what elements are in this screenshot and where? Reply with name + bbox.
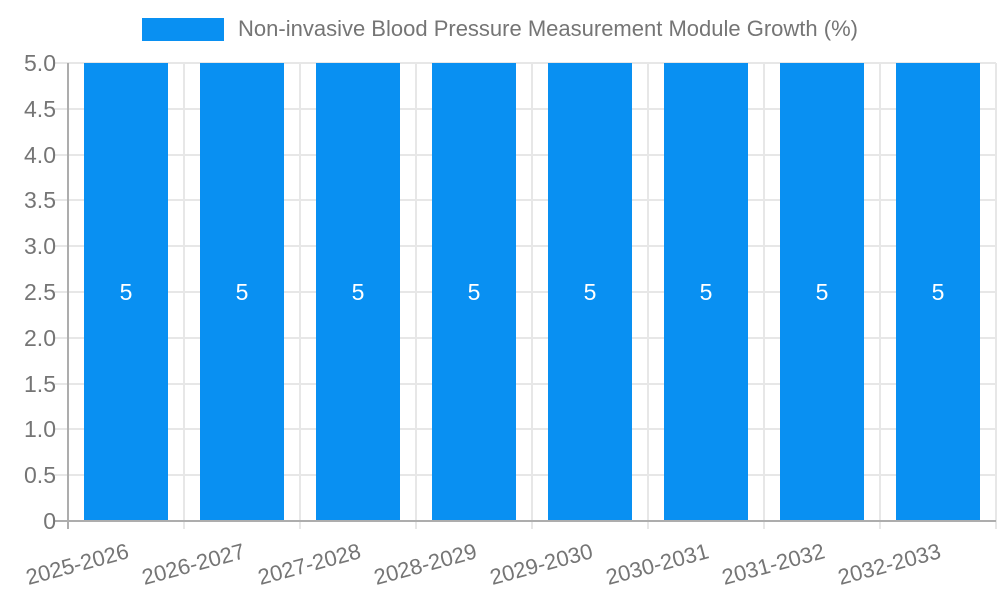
- bar[interactable]: [316, 63, 400, 521]
- gridline-horizontal: [54, 428, 996, 431]
- bar-value-label: 5: [931, 279, 945, 305]
- gridline-vertical: [299, 63, 301, 529]
- y-axis-tick-label: 2.0: [24, 324, 56, 351]
- gridline-horizontal: [54, 62, 996, 64]
- gridline-horizontal: [54, 107, 996, 110]
- y-axis-tick-label: 0.5: [24, 462, 56, 489]
- legend-label: Non-invasive Blood Pressure Measurement …: [238, 16, 858, 41]
- bar[interactable]: [548, 63, 632, 521]
- x-axis-tick-label: 2028-2029: [371, 538, 480, 590]
- legend-swatch: [142, 17, 225, 41]
- y-axis-line: [67, 63, 69, 529]
- x-axis-tick-label: 2026-2027: [139, 538, 248, 590]
- gridline-vertical: [647, 63, 649, 529]
- bar-value-label: 5: [351, 279, 365, 305]
- x-axis-tick-label: 2030-2031: [603, 538, 712, 590]
- plot-area: 5 5 5 5 5 5 5 5: [54, 62, 997, 529]
- bar-value-label: 5: [815, 279, 829, 305]
- chart-legend[interactable]: Non-invasive Blood Pressure Measurement …: [0, 16, 1000, 42]
- bar-value-label: 5: [119, 279, 133, 305]
- gridline-horizontal: [54, 474, 996, 477]
- gridline-horizontal: [54, 245, 996, 248]
- y-axis-tick-label: 1.0: [24, 416, 56, 443]
- y-axis-tick-label: 3.0: [24, 233, 56, 260]
- gridline-vertical: [183, 63, 185, 529]
- gridline-horizontal: [54, 153, 996, 156]
- y-axis-tick-label: 4.5: [24, 95, 56, 122]
- bar[interactable]: [664, 63, 748, 521]
- gridline-vertical: [995, 63, 997, 529]
- gridline-vertical: [879, 63, 881, 529]
- gridline-vertical: [763, 63, 765, 529]
- bar[interactable]: [780, 63, 864, 521]
- x-axis-tick-label: 2029-2030: [487, 538, 596, 590]
- gridline-horizontal: [54, 291, 996, 293]
- bar[interactable]: [432, 63, 516, 521]
- y-axis-tick-label: 4.0: [24, 141, 56, 168]
- gridline-vertical: [531, 63, 533, 529]
- x-axis-tick-label: 2032-2033: [835, 538, 944, 590]
- bar[interactable]: [200, 63, 284, 521]
- x-axis-tick-label: 2031-2032: [719, 538, 828, 590]
- y-axis-tick-label: 3.5: [24, 187, 56, 214]
- gridline-horizontal: [54, 199, 996, 202]
- bar[interactable]: [896, 63, 980, 521]
- gridline-vertical: [415, 63, 417, 529]
- bar[interactable]: [84, 63, 168, 521]
- y-axis-tick-label: 2.5: [24, 279, 56, 305]
- bar-value-label: 5: [467, 279, 481, 305]
- bar-value-label: 5: [699, 279, 713, 305]
- x-axis-tick-label: 2027-2028: [255, 538, 364, 590]
- gridline-horizontal: [54, 382, 996, 385]
- y-axis-tick-label: 5.0: [24, 50, 56, 76]
- y-axis-tick-label: 1.5: [24, 370, 56, 397]
- x-axis-line: [54, 520, 996, 522]
- y-axis-tick-label: 0: [43, 508, 56, 534]
- bar-value-label: 5: [235, 279, 249, 305]
- gridline-horizontal: [54, 336, 996, 339]
- bar-value-label: 5: [583, 279, 597, 305]
- x-axis-tick-label: 2025-2026: [23, 538, 132, 590]
